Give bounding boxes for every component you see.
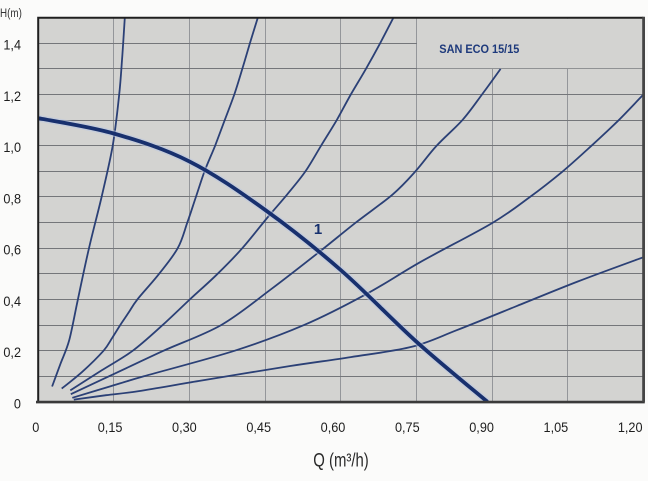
svg-text:0,8: 0,8 [3, 191, 21, 206]
svg-text:0,90: 0,90 [469, 420, 494, 435]
svg-text:1,2: 1,2 [3, 89, 21, 104]
svg-text:0: 0 [32, 420, 39, 435]
svg-text:0: 0 [14, 396, 21, 411]
svg-text:1,20: 1,20 [618, 420, 643, 435]
svg-text:0,30: 0,30 [172, 420, 197, 435]
svg-text:0,60: 0,60 [321, 420, 346, 435]
svg-text:0,2: 0,2 [3, 345, 21, 360]
svg-text:0,75: 0,75 [395, 420, 420, 435]
svg-text:Q (m³/h): Q (m³/h) [313, 450, 369, 471]
svg-text:SAN ECO 15/15: SAN ECO 15/15 [439, 44, 519, 56]
svg-text:0,6: 0,6 [3, 242, 21, 257]
svg-text:1,05: 1,05 [544, 420, 569, 435]
svg-text:1,4: 1,4 [3, 37, 21, 52]
svg-text:1,0: 1,0 [3, 140, 21, 155]
svg-text:0,45: 0,45 [246, 420, 271, 435]
svg-text:0,4: 0,4 [3, 293, 21, 308]
svg-text:1: 1 [314, 221, 322, 238]
svg-text:0,15: 0,15 [98, 420, 123, 435]
svg-text:H(m): H(m) [0, 7, 22, 20]
